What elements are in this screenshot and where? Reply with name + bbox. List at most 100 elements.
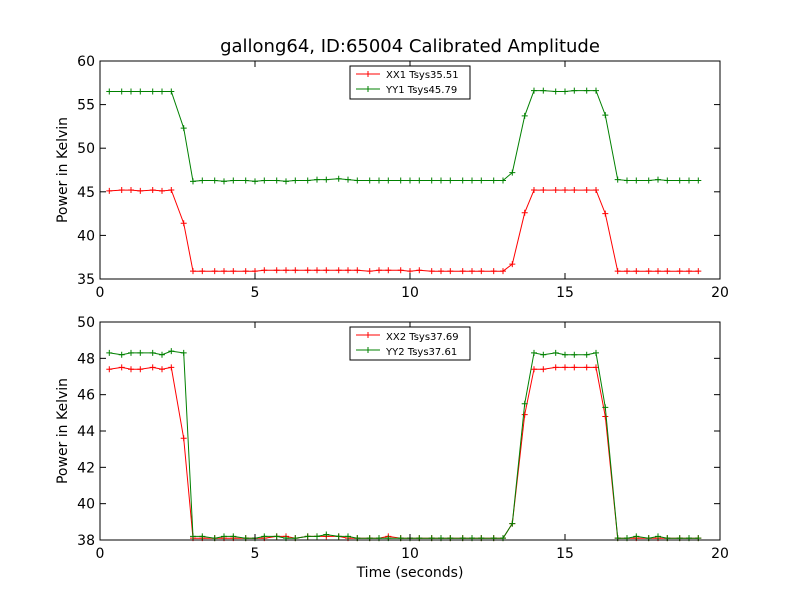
bottom-plot-data-point — [583, 364, 590, 371]
top-plot-data-point — [230, 268, 237, 275]
top-plot-data-point — [230, 177, 237, 184]
top-plot-data-point — [500, 177, 506, 184]
bottom-plot-y-axis-label: Power in Kelvin — [55, 378, 71, 484]
bottom-plot-data-point — [345, 533, 351, 540]
top-plot-series-line-1 — [109, 189, 699, 272]
top-plot-data-point — [199, 177, 206, 184]
top-plot-data-point — [221, 268, 227, 275]
bottom-plot-data-point — [583, 351, 590, 358]
bottom-plot-data-point — [552, 364, 559, 371]
top-plot-data-point — [509, 261, 516, 268]
top-plot-y-tick-label: 35 — [77, 272, 95, 288]
bottom-plot-x-tick-label: 15 — [556, 546, 574, 562]
top-plot-data-point — [304, 177, 311, 184]
bottom-plot-y-tick-label: 44 — [77, 424, 95, 440]
top-plot-data-point — [106, 88, 113, 95]
bottom-plot-data-point — [230, 533, 237, 540]
top-plot-data-point — [571, 87, 578, 94]
top-plot-data-point — [490, 177, 497, 184]
top-plot-data-point — [614, 176, 621, 183]
bottom-plot-y-tick-label: 38 — [77, 533, 95, 549]
top-plot-data-point — [397, 267, 404, 274]
top-plot-data-point — [521, 209, 528, 216]
bottom-plot-data-point — [221, 533, 227, 540]
bottom-plot-data-point — [190, 533, 196, 540]
top-plot-data-point — [531, 187, 537, 194]
top-plot-data-point — [273, 267, 280, 274]
top-plot-data-point — [376, 177, 382, 184]
top-plot-data-point — [593, 187, 599, 194]
top-plot-data-point — [106, 187, 113, 194]
top-plot-data-point — [180, 220, 187, 227]
top-plot-data-point — [655, 176, 661, 183]
top-plot-data-point — [354, 267, 361, 274]
bottom-plot-data-point — [323, 531, 330, 538]
top-plot-legend-marker-2 — [365, 86, 371, 92]
bottom-plot-data-point — [159, 351, 165, 358]
bottom-plot-data-point — [602, 404, 609, 411]
top-plot-data-point — [676, 177, 683, 184]
bottom-plot-legend-marker-2 — [365, 347, 371, 353]
bottom-plot-y-tick-label: 46 — [77, 388, 95, 404]
bottom-plot-data-point — [149, 349, 156, 356]
top-plot-data-point — [180, 125, 187, 132]
bottom-plot-data-point — [128, 349, 134, 356]
top-plot-data-point — [562, 187, 568, 194]
top-plot-data-point — [438, 177, 444, 184]
bottom-plot-data-point — [335, 533, 342, 540]
bottom-plot-legend-box — [349, 326, 471, 361]
bottom-plot-data-point — [633, 533, 640, 540]
x-axis-label: Time (seconds) — [356, 565, 464, 581]
top-plot-y-tick-label: 45 — [77, 185, 95, 201]
bottom-plot-data-point — [106, 349, 113, 356]
bottom-plot-series-line-2 — [109, 350, 699, 539]
bottom-plot-x-tick-label: 10 — [401, 546, 419, 562]
top-plot-data-point — [292, 177, 299, 184]
legend-label-yy2: YY2 Tsys37.61 — [385, 347, 457, 358]
top-plot-data-point — [428, 268, 435, 275]
bottom-plot-data-point — [118, 364, 125, 371]
top-plot-data-point — [304, 267, 311, 274]
top-plot-data-point — [397, 177, 404, 184]
top-plot-data-point — [459, 177, 466, 184]
top-plot-data-point — [633, 177, 640, 184]
top-plot-data-point — [168, 88, 175, 95]
top-plot-x-tick-label: 0 — [96, 285, 105, 301]
bottom-plot-data-point — [199, 533, 206, 540]
legend-label-xx2: XX2 Tsys37.69 — [386, 332, 459, 343]
top-plot-y-tick-label: 40 — [77, 228, 95, 244]
top-plot-data-point — [323, 267, 330, 274]
bottom-plot-data-point — [571, 351, 578, 358]
top-plot-data-point — [695, 268, 702, 275]
bottom-plot-x-tick-label: 5 — [251, 546, 260, 562]
top-plot-data-point — [645, 268, 652, 275]
top-plot-data-point — [366, 177, 373, 184]
bottom-plot-data-point — [180, 349, 187, 356]
top-plot-data-point — [159, 187, 165, 194]
top-plot-y-tick-label: 55 — [77, 98, 95, 114]
bottom-plot-data-point — [552, 349, 559, 356]
bottom-plot-data-point — [314, 533, 320, 540]
bottom-plot-data-point — [562, 364, 568, 371]
top-plot: 0 5 10 15 20 35 40 45 50 55 60 Power in Kelvin XX1… — [55, 54, 729, 301]
bottom-plot-data-point — [106, 366, 113, 373]
bottom-plot-ticks: 0 5 10 15 20 38 40 42 44 46 48 50 — [77, 315, 729, 562]
top-plot-data-point — [335, 267, 342, 274]
chart-title: gallong64, ID:65004 Calibrated Amplitude — [220, 36, 600, 57]
bottom-plot-data-point — [137, 366, 144, 373]
top-plot-data-point — [118, 187, 125, 194]
bottom-plot-x-tick-label: 0 — [96, 546, 105, 562]
top-plot-data-point — [366, 268, 373, 275]
top-plot-y-tick-label: 50 — [77, 141, 95, 157]
top-plot-data-point — [571, 187, 578, 194]
top-plot-data-point — [407, 177, 413, 184]
top-plot-data-point — [593, 87, 599, 94]
top-plot-data-point — [128, 187, 134, 194]
top-plot-data-point — [354, 177, 361, 184]
top-plot-legend-box — [349, 65, 471, 100]
top-plot-data-point — [137, 187, 144, 194]
bottom-plot-series — [106, 348, 702, 542]
top-plot-data-point — [540, 87, 547, 94]
